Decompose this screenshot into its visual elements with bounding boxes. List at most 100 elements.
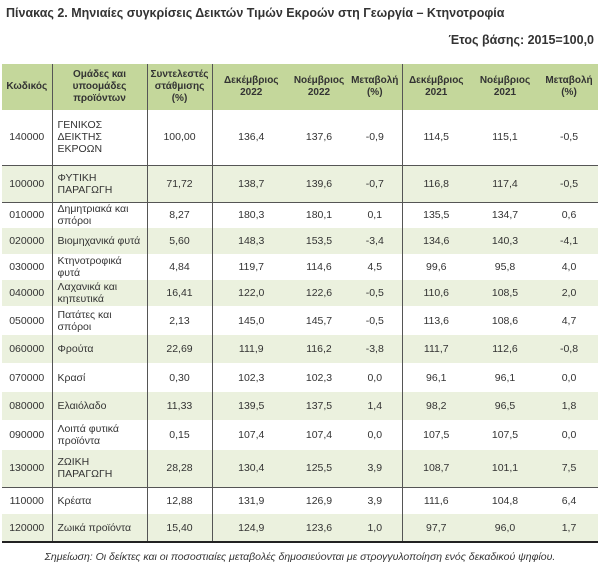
column-header: Δεκέμβριος 2021	[401, 64, 470, 110]
value-cell: 97,7	[401, 514, 470, 543]
value-cell: 180,1	[305, 209, 333, 222]
code-cell: 130000	[2, 450, 52, 488]
value-cell: 153,5	[290, 228, 348, 254]
header-row: Κωδικός Ομάδες και υποομάδες προϊόντων Συν…	[2, 64, 598, 110]
value-cell: 148,3	[211, 228, 290, 254]
value-cell: 28,28	[146, 450, 212, 488]
group-name-cell: Πατάτες και σπόροι	[51, 306, 147, 335]
table-title: Πίνακας 2. Μηνιαίες συγκρίσεις Δεικτών Τ…	[6, 6, 505, 20]
value-cell: 145,0	[211, 306, 290, 335]
value-cell: 8,27	[146, 202, 212, 228]
value-cell: 114,6	[306, 261, 332, 273]
value-cell: -0,5	[540, 110, 598, 166]
value-cell: 145,7	[305, 314, 333, 327]
value-cell: 126,9	[305, 494, 333, 507]
value-cell: 7,5	[540, 450, 598, 488]
value-cell: 96,5	[470, 392, 540, 420]
value-cell: 3,9	[367, 494, 383, 507]
value-cell: 135,5	[401, 202, 470, 228]
group-name-cell: ΖΩΙΚΗ ΠΑΡΑΓΩΓΗ	[51, 450, 147, 488]
value-cell: 12,88	[146, 487, 212, 514]
column-header: Μεταβολή (%)	[348, 64, 402, 110]
code-cell: 040000	[2, 280, 52, 306]
value-cell: 5,60	[146, 228, 212, 254]
code-cell: 080000	[2, 392, 52, 420]
table-row: 020000 Βιομηχανικά φυτά 5,60 148,3 153,5 -3,4…	[2, 228, 598, 254]
code-cell: 020000	[2, 228, 52, 254]
value-cell: 15,40	[146, 514, 212, 543]
value-cell: 111,6	[401, 487, 470, 514]
value-cell: 0,15	[146, 420, 212, 450]
table-row: 130000 ΖΩΙΚΗ ΠΑΡΑΓΩΓΗ 28,28 130,4 125,5 3,9 10…	[2, 450, 598, 488]
value-cell: 115,1	[470, 110, 540, 166]
value-cell: 102,3	[305, 371, 333, 384]
code-cell: 120000	[2, 514, 52, 543]
value-cell: 22,69	[146, 335, 212, 363]
value-cell: 107,4	[305, 429, 333, 441]
value-cell: 16,41	[146, 280, 212, 306]
value-cell: 140,3	[470, 228, 540, 254]
value-cell: 134,6	[401, 228, 470, 254]
table-row: 060000 Φρούτα 22,69 111,9 116,2 -3,8 111,7 112,…	[2, 335, 598, 363]
column-header: Δεκέμβριος 2022	[211, 64, 290, 110]
value-cell: 96,1	[494, 371, 516, 384]
footnote: Σημείωση: Οι δείκτες και οι ποσοστιαίες …	[44, 551, 556, 563]
value-cell: 112,6	[470, 335, 540, 363]
value-cell: 2,13	[146, 306, 212, 335]
value-cell: 134,7	[491, 209, 519, 222]
value-cell: 1,8	[540, 392, 598, 420]
value-cell: 104,8	[491, 494, 519, 507]
group-name-cell: Κρέατα	[51, 487, 147, 514]
value-cell: 108,5	[470, 280, 540, 306]
value-cell: 107,5	[491, 429, 519, 441]
value-cell: 0,6	[561, 209, 577, 222]
table-row: 040000 Λαχανικά και κηπευτικά 16,41 122,0 12…	[2, 280, 598, 306]
table-row: 010000 Δημητριακά και σπόροι 8,27 180,3 180,…	[2, 202, 598, 228]
table-row: 050000 Πατάτες και σπόροι 2,13 145,0 145,7 -0…	[2, 306, 598, 335]
value-cell: 123,6	[290, 514, 348, 543]
code-cell: 060000	[2, 335, 52, 363]
value-cell: 2,0	[540, 280, 598, 306]
value-cell: 131,9	[211, 487, 290, 514]
value-cell: 0,30	[146, 363, 212, 392]
value-cell: 96,0	[470, 514, 540, 543]
value-cell: 4,5	[367, 261, 383, 273]
column-header: Ομάδες και υποομάδες προϊόντων	[51, 64, 147, 110]
value-cell: 136,4	[211, 110, 290, 166]
group-name-cell: Κρασί	[51, 363, 147, 392]
value-cell: 4,0	[561, 261, 577, 273]
column-header: Μεταβολή (%)	[540, 64, 598, 110]
value-cell: 1,4	[348, 392, 402, 420]
table-row: 120000 Ζωικά προϊόντα 15,40 124,9 123,6 1,0 97…	[2, 514, 598, 543]
value-cell: -4,1	[540, 228, 598, 254]
value-cell: 96,1	[401, 363, 470, 392]
column-header: Νοέμβριος 2022	[290, 64, 348, 110]
value-cell: 108,6	[491, 314, 519, 327]
value-cell: 117,4	[470, 165, 540, 203]
value-cell: 4,7	[561, 314, 577, 327]
column-header: Νοέμβριος 2021	[470, 64, 540, 110]
value-cell: 6,4	[561, 494, 577, 507]
code-cell: 140000	[2, 110, 52, 166]
column-header: Κωδικός	[2, 64, 52, 110]
value-cell: 98,2	[401, 392, 470, 420]
table-row: 070000 Κρασί 0,30 102,3 102,3 0,0 96,1 96,1 0,0	[2, 363, 598, 392]
value-cell: 111,7	[401, 335, 470, 363]
value-cell: 124,9	[211, 514, 290, 543]
value-cell: 4,84	[146, 254, 212, 280]
group-name-cell: ΦΥΤΙΚΗ ΠΑΡΑΓΩΓΗ	[51, 165, 147, 203]
price-index-table: Κωδικός Ομάδες και υποομάδες προϊόντων Συν…	[2, 64, 598, 543]
value-cell: -3,8	[348, 335, 402, 363]
value-cell: 110,6	[401, 280, 470, 306]
value-cell: -0,5	[540, 165, 598, 203]
table-row: 030000 Κτηνοτροφικά φυτά 4,84 119,7 114,6 4,5…	[2, 254, 598, 280]
value-cell: 107,4	[211, 420, 290, 450]
value-cell: 137,5	[290, 392, 348, 420]
group-name-cell: Φρούτα	[51, 335, 147, 363]
value-cell: -0,5	[365, 314, 384, 327]
value-cell: 100,00	[146, 110, 212, 166]
code-cell: 070000	[9, 371, 45, 384]
value-cell: 116,2	[290, 335, 348, 363]
value-cell: -0,9	[348, 110, 402, 166]
table-row: 140000 ΓΕΝΙΚΟΣ ΔΕΙΚΤΗΣ ΕΚΡΟΩΝ 100,00 136,4 1…	[2, 110, 598, 166]
